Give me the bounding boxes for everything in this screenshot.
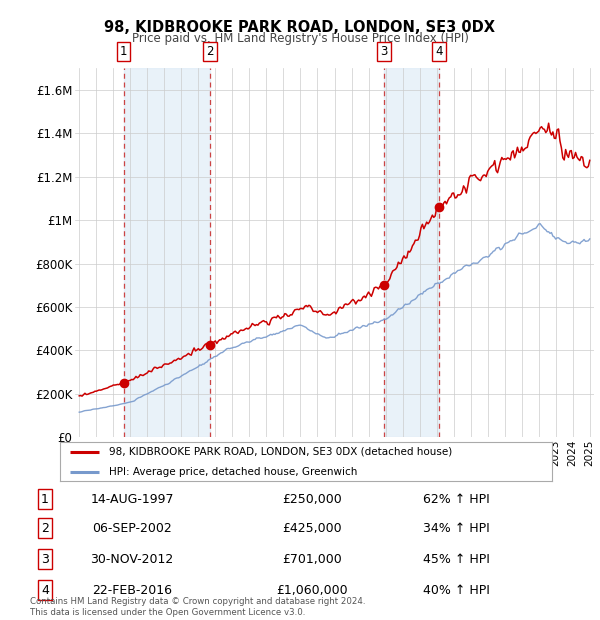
- Text: £1,060,000: £1,060,000: [276, 584, 348, 596]
- Text: Contains HM Land Registry data © Crown copyright and database right 2024.
This d: Contains HM Land Registry data © Crown c…: [30, 598, 365, 617]
- Text: 45% ↑ HPI: 45% ↑ HPI: [422, 553, 490, 565]
- Text: 98, KIDBROOKE PARK ROAD, LONDON, SE3 0DX: 98, KIDBROOKE PARK ROAD, LONDON, SE3 0DX: [104, 20, 496, 35]
- Text: 1: 1: [120, 45, 128, 58]
- Text: £250,000: £250,000: [282, 493, 342, 505]
- Text: 30-NOV-2012: 30-NOV-2012: [91, 553, 173, 565]
- Text: 06-SEP-2002: 06-SEP-2002: [92, 522, 172, 534]
- Bar: [384, 68, 439, 437]
- Text: 2: 2: [41, 522, 49, 534]
- Text: 4: 4: [41, 584, 49, 596]
- Text: HPI: Average price, detached house, Greenwich: HPI: Average price, detached house, Gree…: [109, 467, 358, 477]
- Text: 3: 3: [41, 553, 49, 565]
- Text: 2: 2: [206, 45, 214, 58]
- Text: 98, KIDBROOKE PARK ROAD, LONDON, SE3 0DX (detached house): 98, KIDBROOKE PARK ROAD, LONDON, SE3 0DX…: [109, 446, 452, 457]
- Text: 1: 1: [41, 493, 49, 505]
- Bar: [124, 68, 210, 437]
- Text: Price paid vs. HM Land Registry's House Price Index (HPI): Price paid vs. HM Land Registry's House …: [131, 32, 469, 45]
- Text: 62% ↑ HPI: 62% ↑ HPI: [422, 493, 490, 505]
- Text: 22-FEB-2016: 22-FEB-2016: [92, 584, 172, 596]
- Text: £701,000: £701,000: [282, 553, 342, 565]
- Text: 34% ↑ HPI: 34% ↑ HPI: [422, 522, 490, 534]
- Text: 4: 4: [435, 45, 443, 58]
- Text: 14-AUG-1997: 14-AUG-1997: [90, 493, 174, 505]
- Text: £425,000: £425,000: [282, 522, 342, 534]
- Text: 3: 3: [380, 45, 388, 58]
- Text: 40% ↑ HPI: 40% ↑ HPI: [422, 584, 490, 596]
